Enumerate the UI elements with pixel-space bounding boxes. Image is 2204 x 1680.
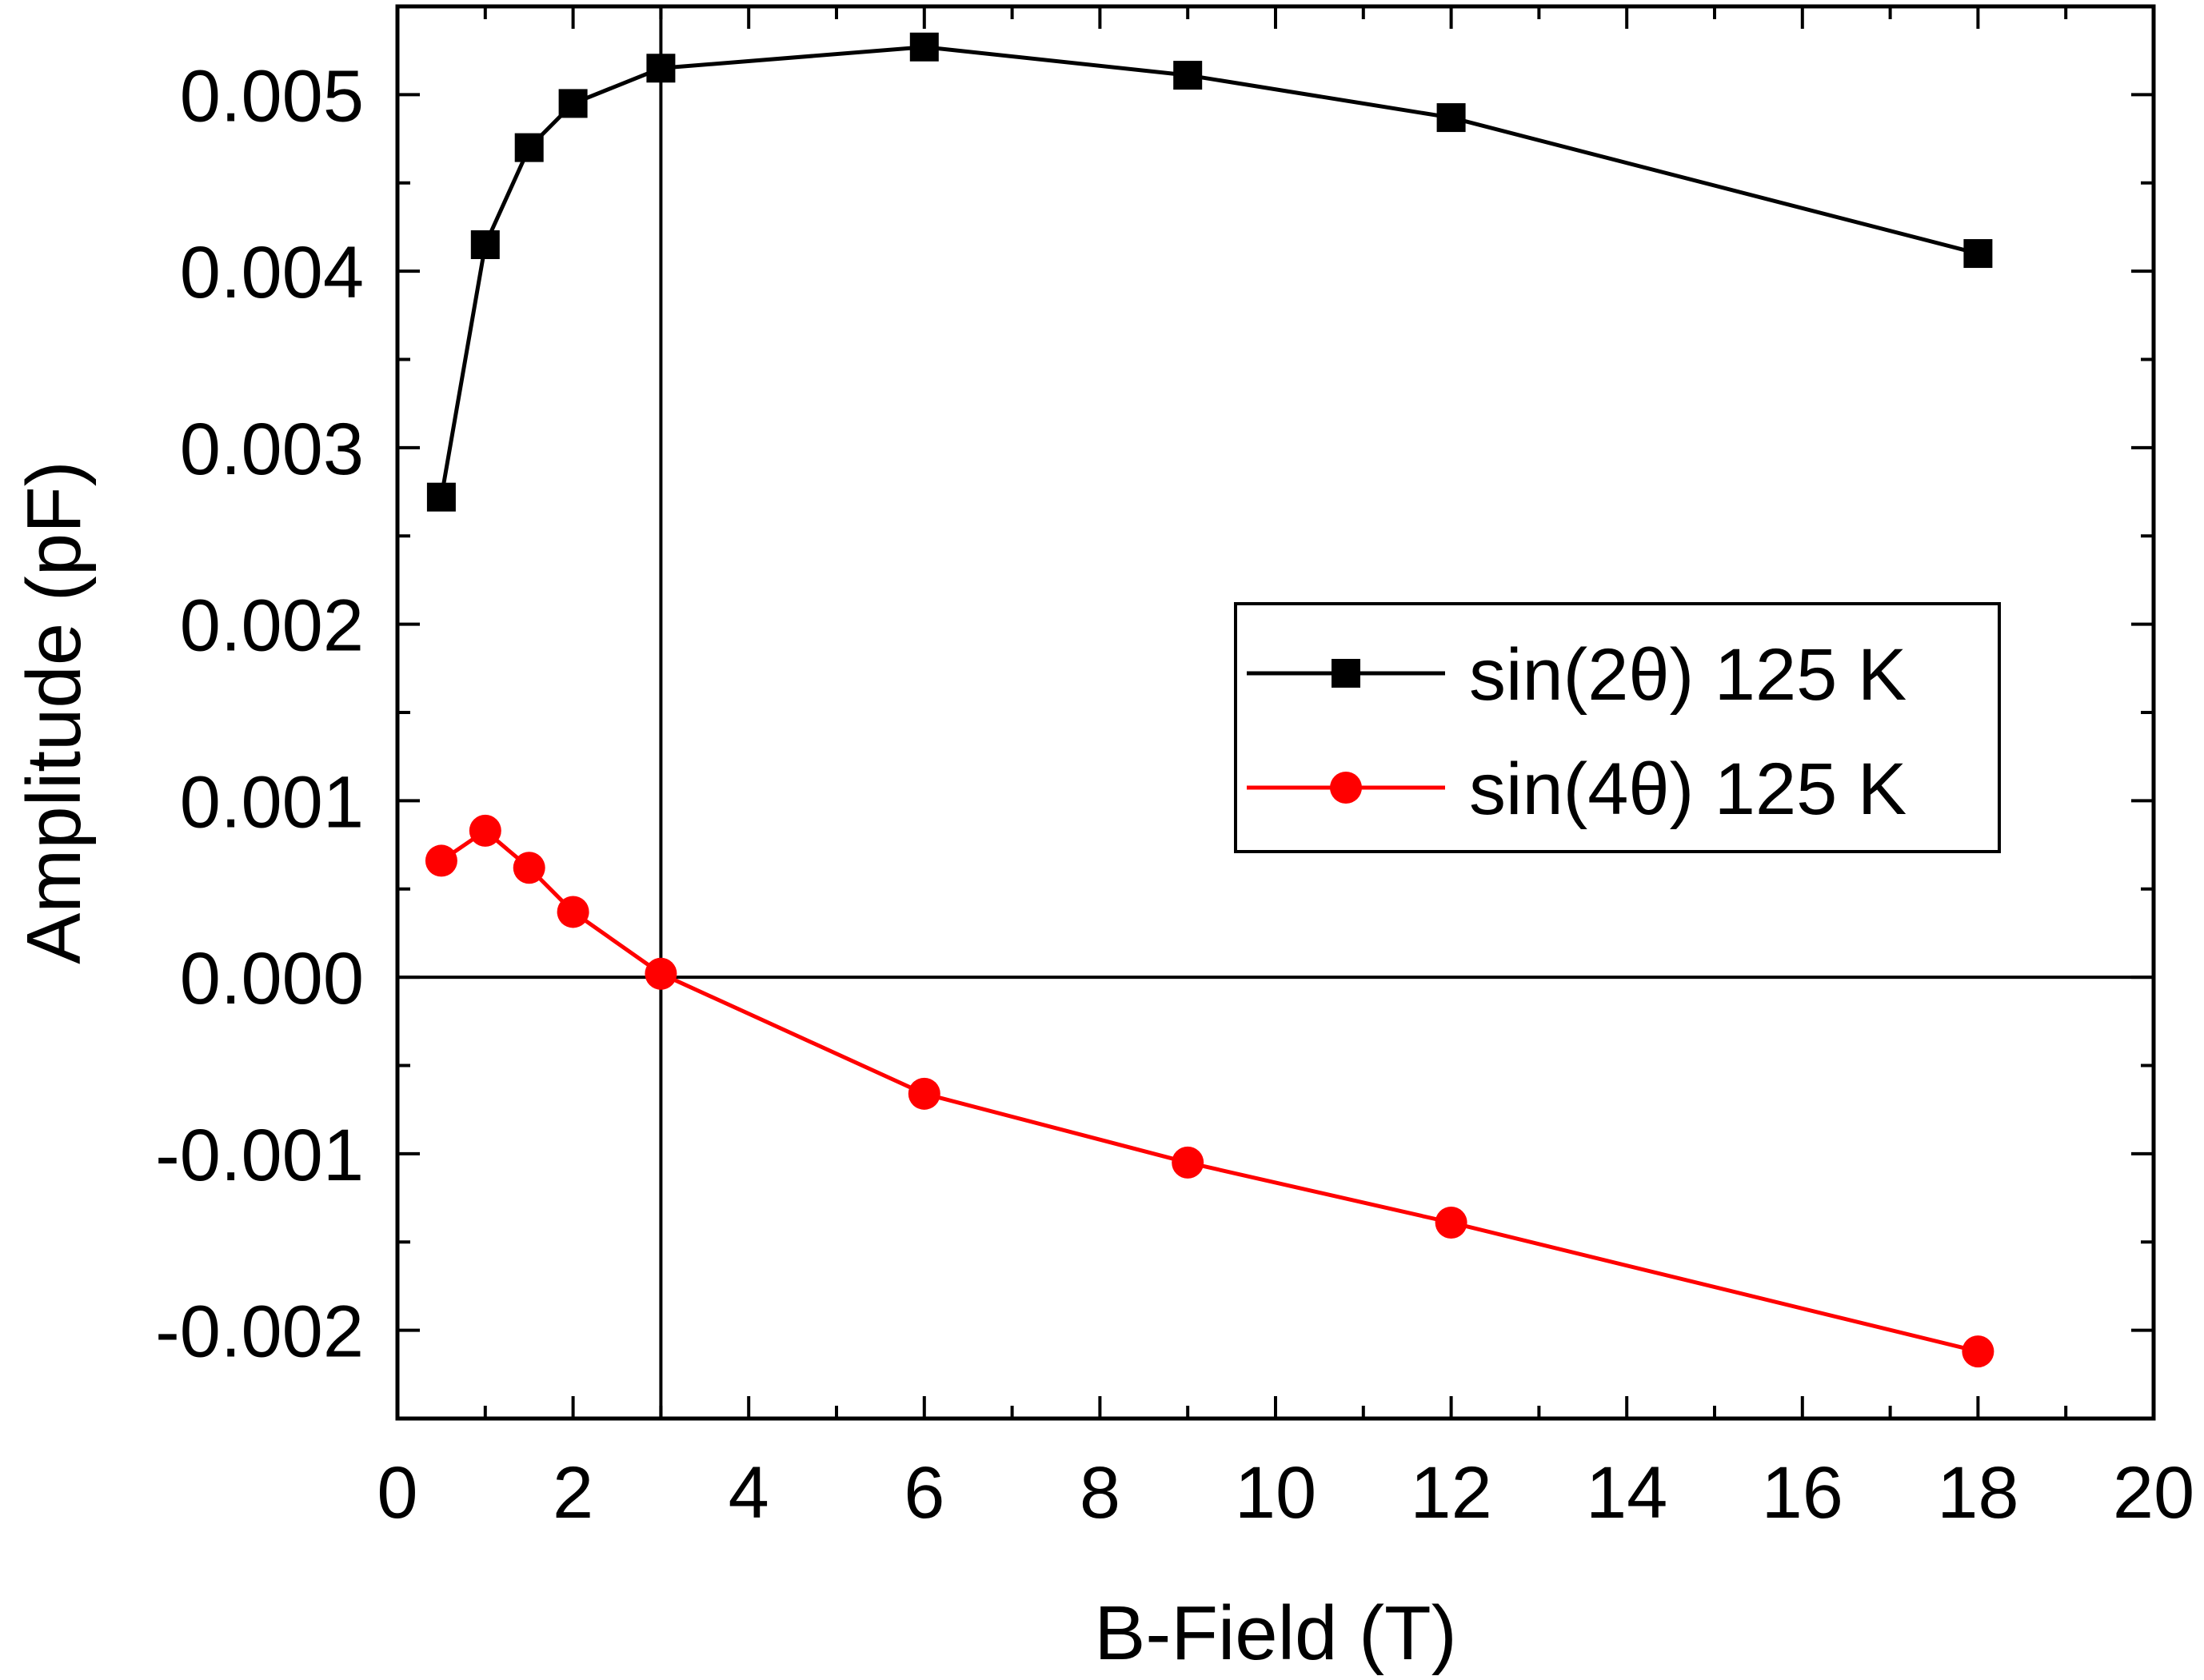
data-point — [558, 89, 588, 118]
legend-label: sin(4θ) 125 K — [1469, 748, 1907, 830]
y-tick-label: 0.004 — [180, 232, 364, 313]
reference-lines — [397, 6, 2154, 1419]
y-tick-label: -0.001 — [155, 1115, 364, 1196]
x-tick-label: 14 — [1586, 1452, 1667, 1534]
x-tick-label: 20 — [2113, 1452, 2194, 1534]
x-tick-label: 8 — [1080, 1452, 1120, 1534]
x-tick-label: 10 — [1235, 1452, 1316, 1534]
y-tick-label: 0.005 — [180, 55, 364, 137]
x-tick-label: 18 — [1937, 1452, 2018, 1534]
data-point — [426, 482, 456, 512]
data-point — [1435, 1206, 1467, 1239]
legend-item-2: sin(4θ) 125 K — [1247, 748, 1907, 830]
x-tick-label: 6 — [904, 1452, 944, 1534]
data-point — [1963, 239, 1993, 269]
legend-item-1: sin(2θ) 125 K — [1247, 634, 1907, 716]
data-point — [557, 896, 589, 928]
data-point — [513, 852, 545, 884]
data-point — [470, 230, 500, 260]
x-axis-title: B-Field (T) — [1094, 1590, 1456, 1676]
data-point — [514, 133, 544, 162]
legend: sin(2θ) 125 K sin(4θ) 125 K — [1234, 602, 2001, 853]
y-tick-label: 0.003 — [180, 409, 364, 490]
series-1 — [426, 32, 1993, 512]
data-point — [469, 814, 501, 847]
y-tick-label: -0.002 — [155, 1291, 364, 1373]
y-tick-label: 0.001 — [180, 761, 364, 843]
legend-label: sin(2θ) 125 K — [1469, 634, 1907, 716]
data-point — [1962, 1335, 1994, 1368]
x-tick-label: 2 — [553, 1452, 593, 1534]
legend-box — [1234, 602, 2001, 853]
tick-labels: 0 2 4 6 8 10 12 14 16 18 20 -0.002 -0.001 0.000 0.001 0… — [155, 55, 2194, 1534]
x-tick-label: 16 — [1762, 1452, 1843, 1534]
data-point — [908, 1077, 940, 1110]
legend-marker — [1330, 772, 1362, 804]
data-point — [646, 54, 676, 83]
y-tick-label: 0.002 — [180, 585, 364, 667]
data-point — [425, 844, 457, 877]
y-tick-label: 0.000 — [180, 938, 364, 1020]
x-tick-label: 0 — [377, 1452, 417, 1534]
plot-frame — [395, 4, 2156, 1421]
series-line — [440, 828, 1978, 1354]
series-line — [439, 45, 1979, 498]
series-2 — [425, 814, 1994, 1368]
data-point — [1436, 103, 1466, 133]
data-point — [909, 32, 939, 62]
y-axis-title: Amplitude (pF) — [11, 461, 97, 964]
ticks-layer — [397, 6, 2154, 1419]
data-point — [645, 957, 677, 990]
x-tick-label: 4 — [729, 1452, 769, 1534]
data-point — [1172, 1146, 1204, 1179]
series-layer — [425, 32, 1994, 1368]
data-point — [1173, 61, 1203, 90]
legend-marker — [1332, 659, 1360, 688]
x-tick-label: 12 — [1410, 1452, 1491, 1534]
